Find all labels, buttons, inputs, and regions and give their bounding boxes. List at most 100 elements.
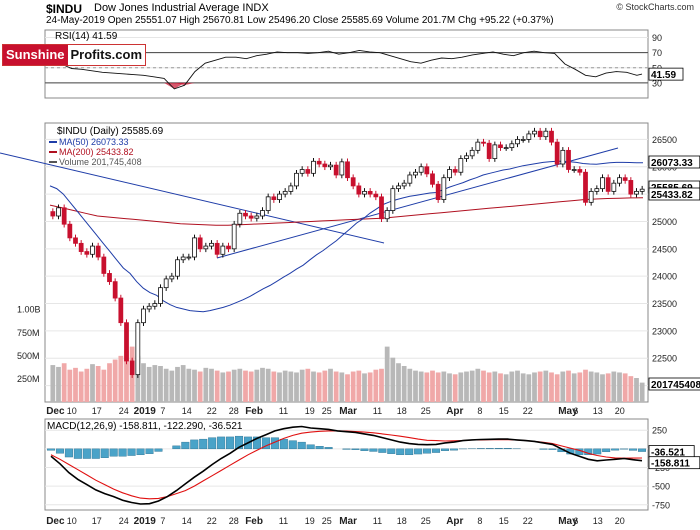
- candle-body: [520, 139, 526, 141]
- candle-body: [356, 185, 362, 195]
- volume-bar: [469, 370, 475, 402]
- candle-body: [390, 188, 396, 211]
- volume-bar: [56, 366, 61, 402]
- volume-bar: [390, 357, 396, 402]
- candle-body: [481, 141, 486, 144]
- volume-bar: [95, 366, 101, 402]
- x-tick-label-23: 13: [593, 406, 603, 416]
- candle-body: [135, 322, 141, 376]
- candle-body: [407, 174, 413, 184]
- legend-entry-2: Volume 201,745,408: [59, 157, 142, 167]
- volume-bar: [492, 371, 498, 402]
- volume-bar: [260, 367, 265, 402]
- x-tick-label-24: 20: [615, 406, 625, 416]
- macd-x-axis: Dec 10 17 24 2019 7 14 22 28 Feb 11 19 25 Mar 11 18 25 Ap…: [46, 516, 625, 527]
- x-tick-label-7: 22: [207, 516, 217, 526]
- macd-histogram-bar: [360, 448, 369, 451]
- candle-body: [498, 144, 503, 149]
- x-tick-label-10: 11: [279, 516, 288, 526]
- price-tick-label-6: 25000: [652, 217, 677, 227]
- volume-bar: [141, 363, 146, 402]
- x-tick-label-21: May: [558, 516, 578, 527]
- volume-bar: [90, 364, 95, 402]
- volume-bar: [152, 365, 158, 402]
- volume-bar: [362, 373, 367, 402]
- candle-body: [73, 237, 78, 244]
- candle-body: [299, 169, 305, 174]
- volume-bar: [294, 372, 299, 402]
- volume-tick-label-3: 1.00B: [17, 305, 41, 315]
- macd-tick-label-4: 250: [652, 426, 667, 436]
- x-tick-label-2: 17: [92, 406, 102, 416]
- price-tick-label-1: 22500: [652, 354, 677, 364]
- sunshine-profits-logo[interactable]: Sunshine Profits.com: [2, 44, 147, 66]
- x-tick-label-8: 28: [229, 406, 239, 416]
- logo-part-sunshine: Sunshine: [3, 45, 68, 65]
- macd-histogram-bar: [100, 448, 109, 458]
- macd-histogram-bar: [378, 448, 387, 453]
- volume-bar: [532, 372, 537, 402]
- volume-bar: [413, 370, 418, 402]
- x-tick-label-3: 24: [119, 406, 129, 416]
- rsi-tick-label-0: 30: [652, 78, 662, 88]
- volume-bar: [339, 372, 345, 402]
- volume-bar: [226, 371, 231, 402]
- volume-bar: [67, 369, 73, 402]
- x-tick-label-9: Feb: [245, 516, 263, 527]
- volume-tick-label-0: 250M: [17, 374, 40, 384]
- candle-body: [107, 273, 112, 283]
- candle-body: [112, 281, 118, 299]
- candle-body: [220, 245, 226, 255]
- volume-tick-label-1: 500M: [17, 351, 40, 361]
- volume-bar: [305, 368, 311, 402]
- rsi-title: RSI(14) 41.59: [55, 31, 118, 42]
- volume-bar: [441, 371, 447, 402]
- x-tick-label-1: 10: [67, 406, 77, 416]
- candle-body: [158, 287, 163, 304]
- candle-body: [339, 161, 345, 176]
- candle-body: [435, 183, 441, 200]
- x-tick-label-11: 19: [305, 406, 315, 416]
- candle-body: [254, 215, 260, 219]
- volume-bar: [475, 368, 481, 402]
- x-tick-label-4: 2019: [134, 406, 157, 417]
- candle-body: [328, 164, 333, 168]
- volume-bar: [186, 368, 192, 402]
- volume-bar: [605, 373, 611, 402]
- candle-body: [639, 188, 645, 192]
- candle-body: [554, 141, 560, 165]
- macd-tick-label-0: -750: [652, 500, 670, 510]
- macd-line: [50, 425, 643, 505]
- candle-body: [231, 223, 237, 250]
- volume-bar: [520, 373, 526, 402]
- volume-bar: [549, 372, 554, 402]
- x-tick-label-20: 22: [523, 406, 533, 416]
- macd-histogram-bar: [387, 448, 396, 454]
- descending-trendline: [0, 152, 385, 244]
- macd-histogram-bar: [414, 448, 423, 455]
- volume-bar: [203, 367, 209, 402]
- candle-body: [192, 237, 197, 258]
- macd-histogram-bar: [136, 448, 145, 456]
- volume-bar: [594, 372, 600, 402]
- macd-histogram-bar: [306, 444, 315, 450]
- candle-body: [413, 171, 418, 176]
- candle-body: [634, 190, 639, 195]
- volume-bar: [430, 370, 435, 402]
- candle-body: [441, 177, 447, 200]
- price-tick-label-4: 24000: [652, 272, 677, 282]
- candle-body: [124, 322, 129, 362]
- macd-histogram-bar: [602, 448, 611, 453]
- x-tick-label-15: 18: [397, 406, 407, 416]
- macd-histogram-bar: [423, 448, 432, 454]
- macd-histogram-bar: [432, 448, 441, 453]
- candle-body: [526, 133, 532, 140]
- candle-body: [611, 182, 617, 192]
- macd-title: MACD(12,26,9) -158.811, -122.290, -36.52…: [47, 421, 243, 432]
- candle-body: [141, 308, 146, 324]
- candle-body: [95, 245, 101, 258]
- candle-body: [622, 177, 628, 181]
- macd-histogram-bar: [629, 448, 638, 451]
- candle-body: [424, 166, 430, 175]
- x-tick-label-6: 14: [182, 516, 192, 526]
